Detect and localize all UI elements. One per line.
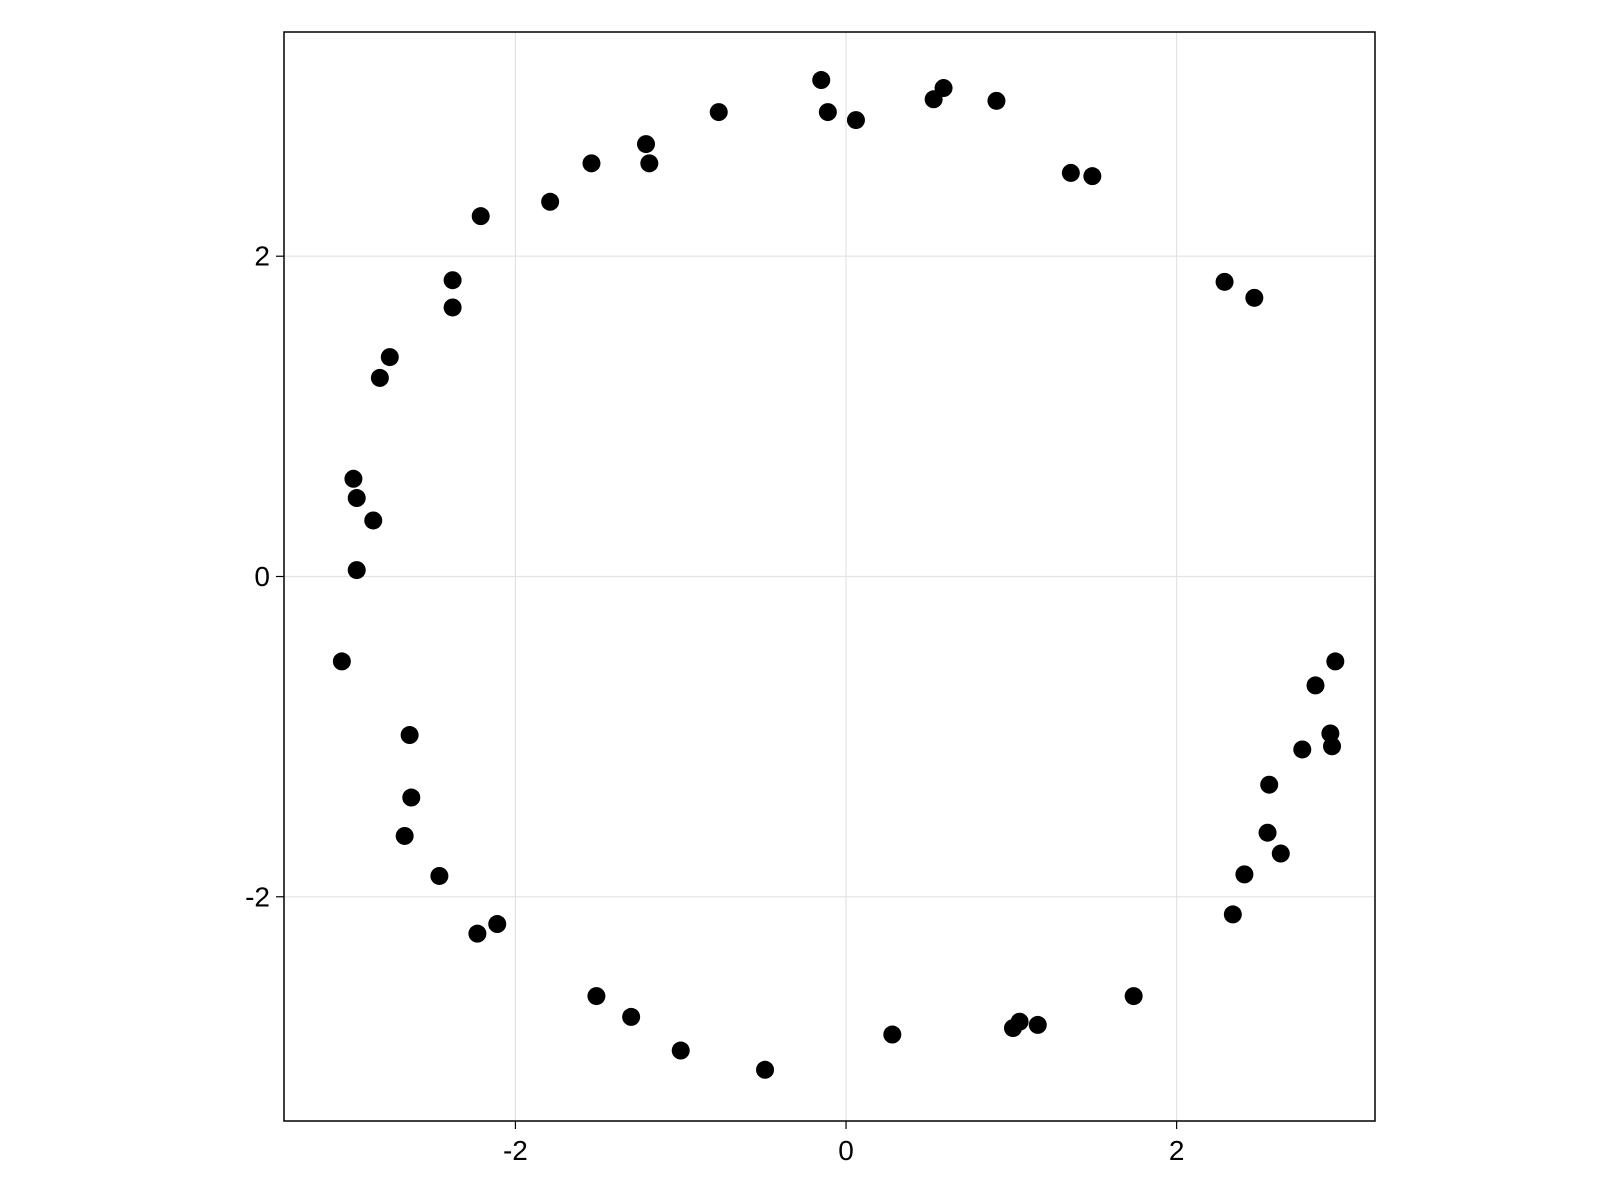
scatter-point — [1235, 865, 1254, 884]
scatter-point — [582, 154, 601, 173]
scatter-point — [344, 469, 363, 488]
scatter-point — [468, 924, 487, 943]
x-tick-label: -2 — [503, 1135, 528, 1166]
scatter-point — [1083, 167, 1102, 186]
scatter-point — [1124, 987, 1143, 1006]
scatter-point — [347, 561, 366, 580]
scatter-point — [370, 368, 389, 387]
scatter-point — [709, 103, 728, 122]
scatter-point — [541, 192, 560, 211]
scatter-point — [987, 91, 1006, 110]
scatter-point — [934, 79, 953, 98]
scatter-point — [812, 71, 831, 90]
scatter-point — [1258, 823, 1277, 842]
scatter-point — [1271, 844, 1290, 863]
scatter-point — [637, 135, 656, 154]
x-tick-label: 0 — [838, 1135, 854, 1166]
scatter-point — [1260, 775, 1279, 794]
scatter-point — [622, 1007, 641, 1026]
y-axis-ticks: -2 0 2 — [245, 241, 284, 912]
scatter-point — [430, 866, 449, 885]
scatter-point — [587, 987, 606, 1006]
x-tick-label: 2 — [1169, 1135, 1185, 1166]
scatter-point — [395, 826, 414, 845]
scatter-point — [347, 489, 366, 508]
scatter-point — [400, 726, 419, 745]
scatter-point — [488, 915, 507, 934]
scatter-point — [443, 271, 462, 290]
scatter-point — [756, 1060, 775, 1079]
scatter-point — [471, 207, 490, 226]
scatter-point — [1293, 740, 1312, 759]
scatter-point — [1061, 163, 1080, 182]
scatter-point — [818, 103, 837, 122]
scatter-point — [1245, 288, 1264, 307]
scatter-point — [380, 348, 399, 367]
scatter-point — [883, 1025, 902, 1044]
scatter-point — [1323, 737, 1342, 756]
scatter-point — [640, 154, 659, 173]
scatter-point — [1028, 1015, 1047, 1034]
scatter-point — [1223, 905, 1242, 924]
scatter-point — [846, 111, 865, 130]
scatter-point — [671, 1041, 690, 1060]
y-tick-label: -2 — [245, 881, 270, 912]
scatter-point — [1306, 676, 1325, 695]
grid-lines — [284, 32, 1375, 1121]
scatter-points — [332, 71, 1345, 1079]
scatter-point — [402, 788, 421, 807]
scatter-point — [1010, 1012, 1029, 1031]
scatter-point — [443, 298, 462, 317]
scatter-point — [332, 652, 351, 671]
x-axis-ticks: -2 0 2 — [503, 1121, 1184, 1166]
scatter-point — [364, 511, 383, 530]
scatter-point — [1215, 272, 1234, 291]
scatter-point — [1326, 652, 1345, 671]
y-tick-label: 0 — [254, 561, 270, 592]
y-tick-label: 2 — [254, 241, 270, 272]
